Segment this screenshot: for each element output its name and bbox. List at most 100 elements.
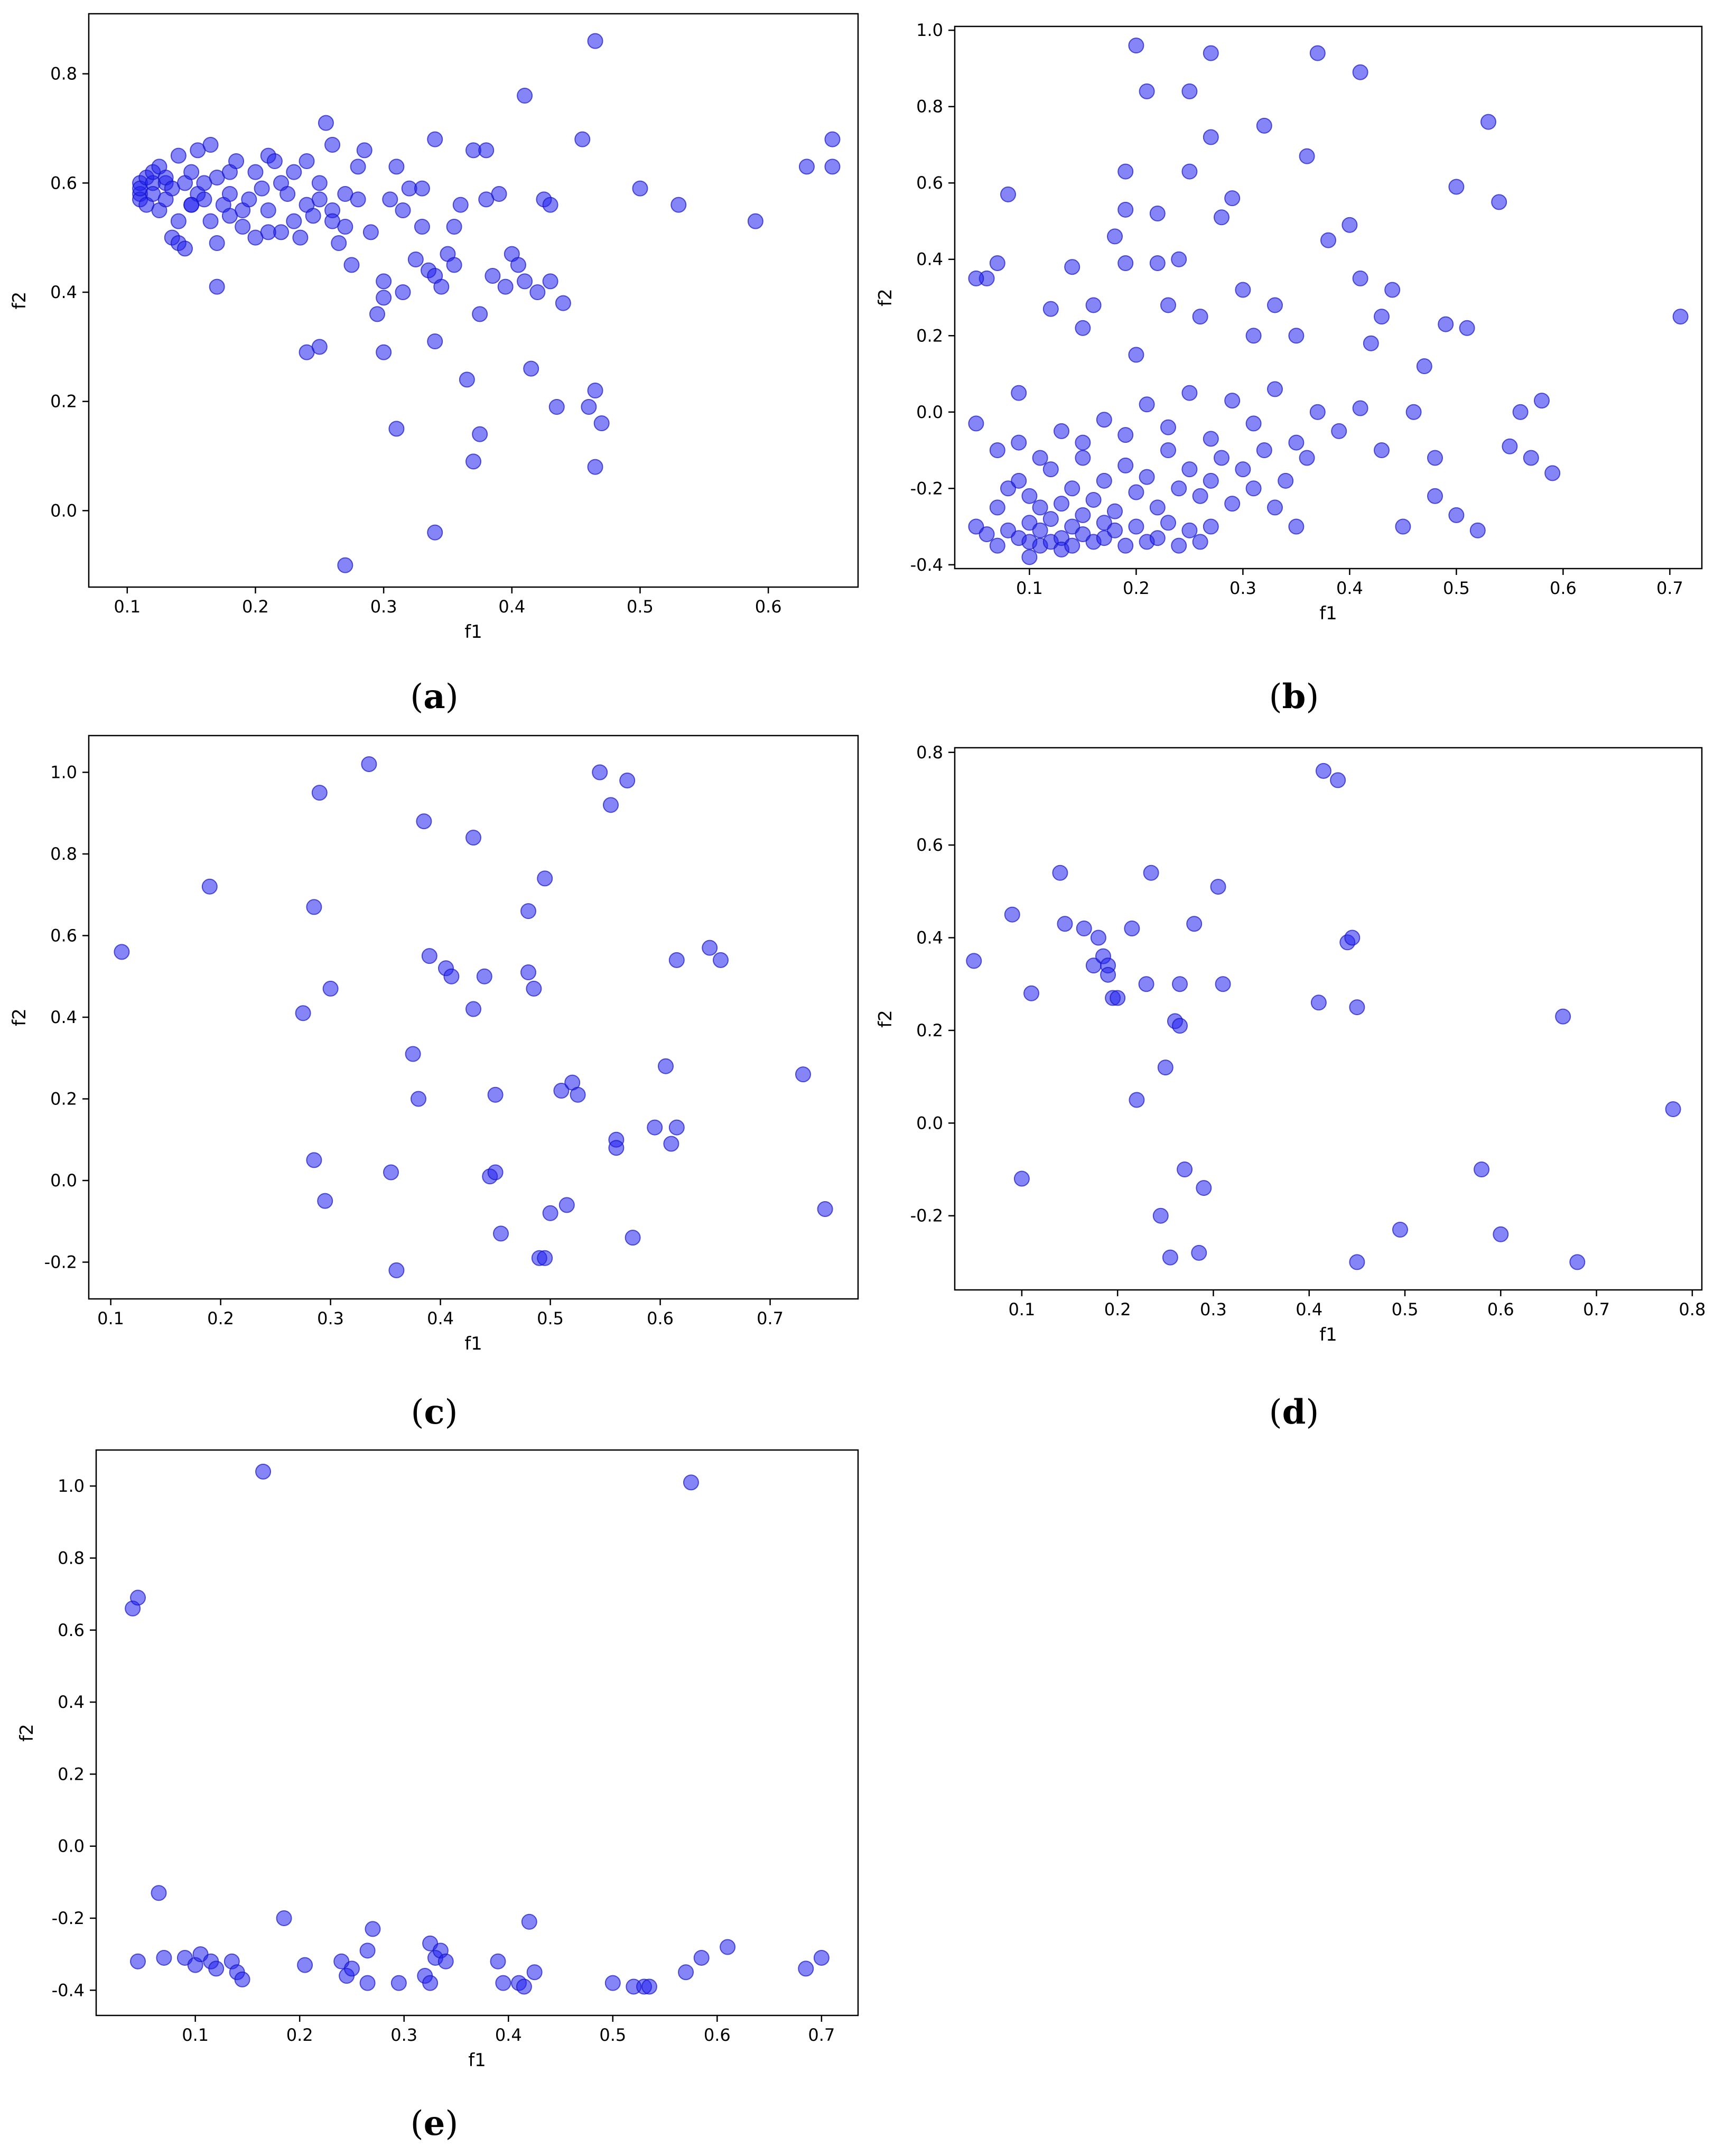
y-axis-label: f2 xyxy=(16,1724,38,1742)
scatter-point xyxy=(311,191,328,208)
scatter-point xyxy=(592,764,608,780)
y-tick-label: 0.4 xyxy=(916,249,943,270)
scatter-point xyxy=(1210,879,1226,895)
scatter-point xyxy=(1256,117,1272,134)
scatter-point xyxy=(798,159,815,175)
y-tick-label: 0.4 xyxy=(916,928,943,948)
scatter-point xyxy=(286,213,302,229)
y-tick-label: -0.2 xyxy=(910,1206,943,1226)
scatter-point xyxy=(1172,976,1188,992)
scatter-point xyxy=(493,1225,509,1242)
x-tick-label: 0.6 xyxy=(755,597,782,617)
scatter-point xyxy=(247,164,264,180)
x-tick-label: 0.1 xyxy=(97,1308,124,1328)
scatter-point xyxy=(1128,518,1144,535)
panel-label-d: (d) xyxy=(1269,1392,1319,1432)
scatter-point xyxy=(1672,309,1689,325)
scatter-point xyxy=(318,115,334,131)
x-tick-label: 0.3 xyxy=(1229,578,1256,598)
scatter-point xyxy=(395,284,411,300)
scatter-point xyxy=(1075,450,1091,466)
scatter-point xyxy=(1267,499,1283,516)
scatter-point xyxy=(1480,114,1496,130)
x-tick-label: 0.5 xyxy=(599,2025,626,2045)
y-axis-label: f2 xyxy=(875,289,896,306)
scatter-point xyxy=(1023,985,1040,1001)
y-axis-label: f2 xyxy=(9,292,30,310)
scatter-point xyxy=(702,940,718,956)
scatter-point xyxy=(517,273,533,290)
x-tick-label: 0.1 xyxy=(1016,578,1043,598)
scatter-point xyxy=(968,270,984,286)
scatter-point xyxy=(201,878,218,895)
scatter-point xyxy=(1149,530,1166,546)
panel-a: 0.1 0.2 0.3 0.4 0.5 0.6 0.0 0.2 0.4 0.6 0.8 f1 f2 xyxy=(9,13,859,643)
x-axis-label: f1 xyxy=(468,2050,486,2071)
y-tick-label: 0.6 xyxy=(50,926,77,946)
scatter-point xyxy=(305,208,321,224)
scatter-point xyxy=(1235,282,1251,298)
scatter-point xyxy=(405,1046,421,1062)
scatter-point xyxy=(183,164,200,180)
scatter-point xyxy=(520,903,536,919)
scatter-point xyxy=(487,1164,504,1181)
scatter-point xyxy=(1186,916,1203,932)
scatter-point xyxy=(306,899,322,915)
scatter-point xyxy=(1152,1207,1169,1224)
scatter-point xyxy=(130,1590,146,1606)
scatter-point xyxy=(1107,228,1123,245)
scatter-point xyxy=(1349,999,1365,1016)
y-tick-label: 0.6 xyxy=(916,173,943,193)
scatter-point xyxy=(668,952,685,968)
scatter-point xyxy=(603,797,619,813)
scatter-point xyxy=(260,224,276,240)
scatter-point xyxy=(276,1910,292,1926)
x-tick-label: 0.6 xyxy=(1487,1299,1514,1319)
scatter-point xyxy=(795,1066,811,1083)
scatter-point xyxy=(989,442,1005,459)
scatter-point xyxy=(254,180,270,197)
y-tick-label: 0.2 xyxy=(916,1020,943,1040)
panel-b: 0.1 0.2 0.3 0.4 0.5 0.6 0.7 -0.4 -0.2 0.0 0.2 0.4 0.… xyxy=(875,20,1703,624)
scatter-point xyxy=(1309,404,1326,420)
scatter-point xyxy=(459,371,475,388)
scatter-point xyxy=(517,88,533,104)
scatter-point xyxy=(1288,518,1305,535)
scatter-point xyxy=(1021,515,1038,531)
scatter-point xyxy=(1143,865,1159,881)
scatter-point xyxy=(1181,522,1198,538)
scatter-point xyxy=(1523,450,1539,466)
scatter-point xyxy=(1117,537,1134,554)
x-tick-label: 0.4 xyxy=(427,1308,454,1328)
scatter-point xyxy=(1064,537,1080,554)
scatter-point xyxy=(497,278,514,295)
scatter-point xyxy=(747,213,763,229)
scatter-point xyxy=(1096,530,1112,546)
scatter-point xyxy=(350,191,366,208)
scatter-point xyxy=(1149,255,1166,271)
scatter-point xyxy=(798,1960,814,1977)
x-axis-label: f1 xyxy=(1319,603,1337,624)
scatter-point xyxy=(1085,491,1102,508)
scatter-point xyxy=(1107,522,1123,538)
scatter-point xyxy=(1395,518,1411,535)
scatter-point xyxy=(376,273,392,290)
scatter-point xyxy=(337,219,353,235)
y-tick-label: -0.2 xyxy=(44,1252,77,1272)
scatter-point xyxy=(1245,480,1262,497)
scatter-point xyxy=(1162,1249,1178,1266)
scatter-point xyxy=(1117,427,1134,443)
scatter-point xyxy=(1064,480,1080,497)
scatter-point xyxy=(465,830,481,846)
scatter-point xyxy=(209,278,225,295)
scatter-point xyxy=(1352,64,1368,80)
panel-label-a: (a) xyxy=(410,677,458,717)
x-tick-label: 0.8 xyxy=(1679,1299,1706,1319)
scatter-point xyxy=(130,1953,146,1969)
scatter-point xyxy=(324,137,341,153)
scatter-point xyxy=(510,257,526,273)
y-tick-label: 1.0 xyxy=(50,763,77,783)
y-tick-label: 0.8 xyxy=(50,844,77,864)
scatter-point xyxy=(1493,1226,1509,1242)
